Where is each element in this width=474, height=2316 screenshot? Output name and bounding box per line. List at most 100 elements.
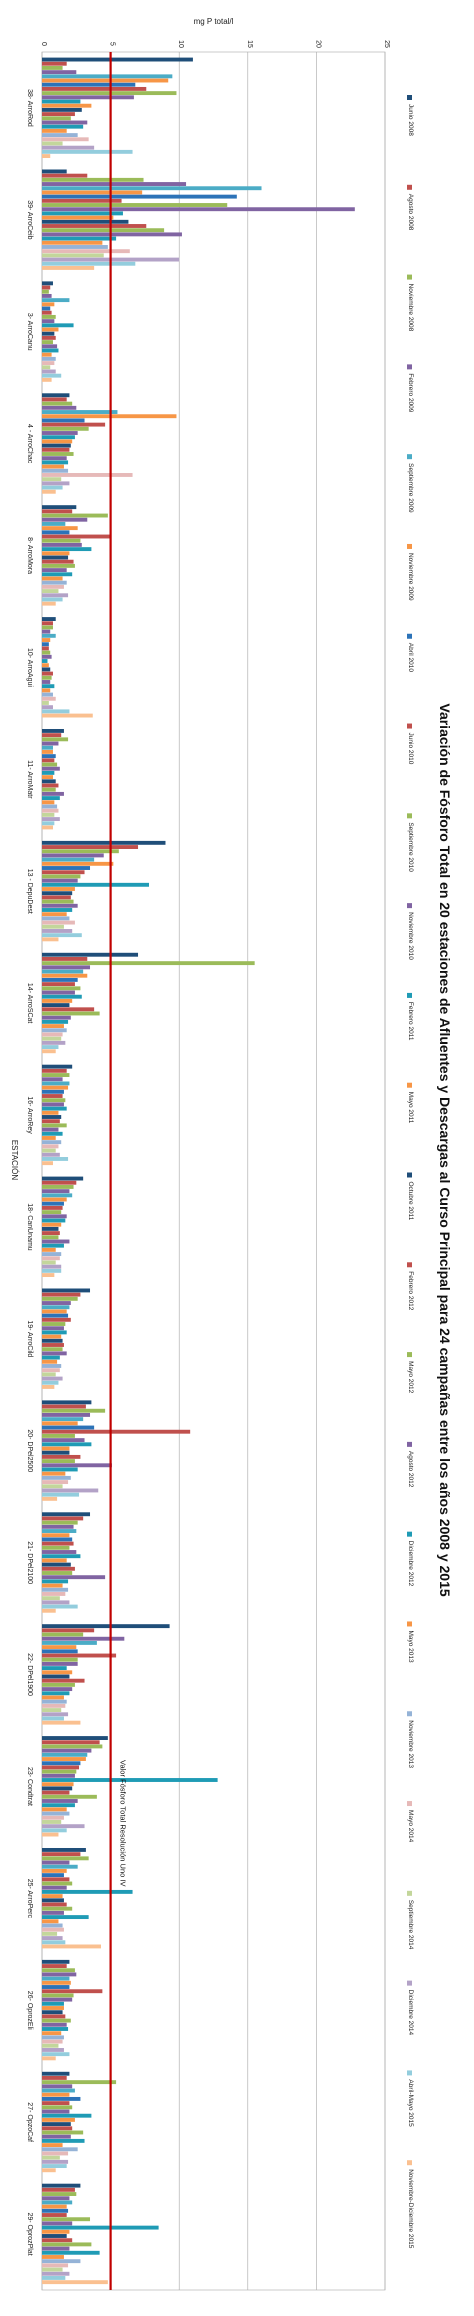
bar [42,1454,81,1459]
bar [42,617,56,621]
bar [42,1748,92,1753]
bar [42,2276,66,2280]
legend-label: Noviembre 2009 [407,553,414,601]
bar [42,998,73,1003]
bar [42,1927,64,1932]
bar [42,2187,75,2192]
bar [42,112,75,117]
legend-swatch [407,1711,412,1717]
bar [42,1520,78,1525]
bar [42,2096,81,2101]
bar [42,173,88,178]
bar [42,2168,56,2173]
legend-swatch [407,723,412,729]
bar [42,1429,191,1434]
bar [42,1338,63,1343]
bar [42,1881,73,1886]
bar [42,1860,70,1865]
bar [42,1587,69,1592]
bar [42,1550,77,1554]
bar [42,2001,64,2006]
bar [42,2234,67,2238]
bar [42,369,56,374]
bar [42,477,62,482]
bar [42,1852,81,1857]
legend-label: Noviembre 2008 [407,284,414,332]
legend-swatch [407,95,412,100]
bar [42,1180,77,1185]
legend-swatch [407,2160,412,2166]
y-axis-title: ESTACIÓN [10,1140,19,1181]
bar [42,817,60,822]
bar [42,1537,73,1542]
bar [42,737,69,742]
bar [42,2071,70,2076]
bar [42,517,88,522]
legend-label: Mayo 2012 [407,1361,414,1394]
bar [42,422,106,427]
bar [42,509,73,514]
bar [42,215,114,220]
bar [42,887,75,891]
bar [42,667,51,672]
bar [42,1765,80,1770]
bar [42,373,62,378]
bar [42,1148,56,1153]
bar [42,973,88,978]
bar [42,1372,56,1377]
bar [42,1330,67,1335]
bar [42,1645,77,1650]
bar [42,1873,64,1878]
legend-swatch [407,364,412,370]
bar [42,733,62,738]
bar [42,1682,75,1687]
bar [42,1847,86,1852]
bar [42,2113,92,2118]
bar [42,1364,62,1368]
bar [42,521,66,526]
legend-swatch [407,1441,412,1447]
bar [42,1351,67,1356]
bar [42,1736,108,1740]
bar [42,456,67,461]
bar [42,397,67,402]
bar [42,1488,99,1493]
bar [42,2022,67,2027]
bar [42,1944,101,1949]
bar [42,2164,67,2169]
bar [42,1720,81,1725]
bar [42,741,59,746]
threshold-label: Valor Fósforo Total Resolución Uno IV [119,1760,128,1886]
bar [42,1708,62,1713]
bar [42,2010,63,2015]
legend-label: Abril-Mayo 2015 [407,2079,414,2127]
bar [42,1231,60,1236]
bar [42,1334,62,1339]
category-label: 16- ArroRey [26,1096,33,1134]
bar [42,281,53,286]
legend-label: Febrero 2011 [407,1002,414,1041]
bar [42,319,55,324]
bar [42,1450,70,1455]
bar [42,2105,73,2110]
bar [42,2052,70,2057]
bar [42,1446,70,1451]
bar [42,709,70,714]
bar [42,2126,73,2131]
bar [42,1687,73,1692]
bar [42,2031,62,2036]
bar [42,149,133,154]
bar [42,1936,63,1941]
bar [42,1628,95,1633]
x-tick-label: 5 [109,42,116,46]
legend-swatch [407,1980,412,1986]
bar [42,650,51,655]
bar [42,1985,70,1989]
bar [42,447,70,452]
bar [42,452,74,456]
bar [42,348,59,353]
bar [42,663,49,668]
bar [42,1624,170,1629]
bar [42,977,78,982]
bar [42,1161,53,1166]
